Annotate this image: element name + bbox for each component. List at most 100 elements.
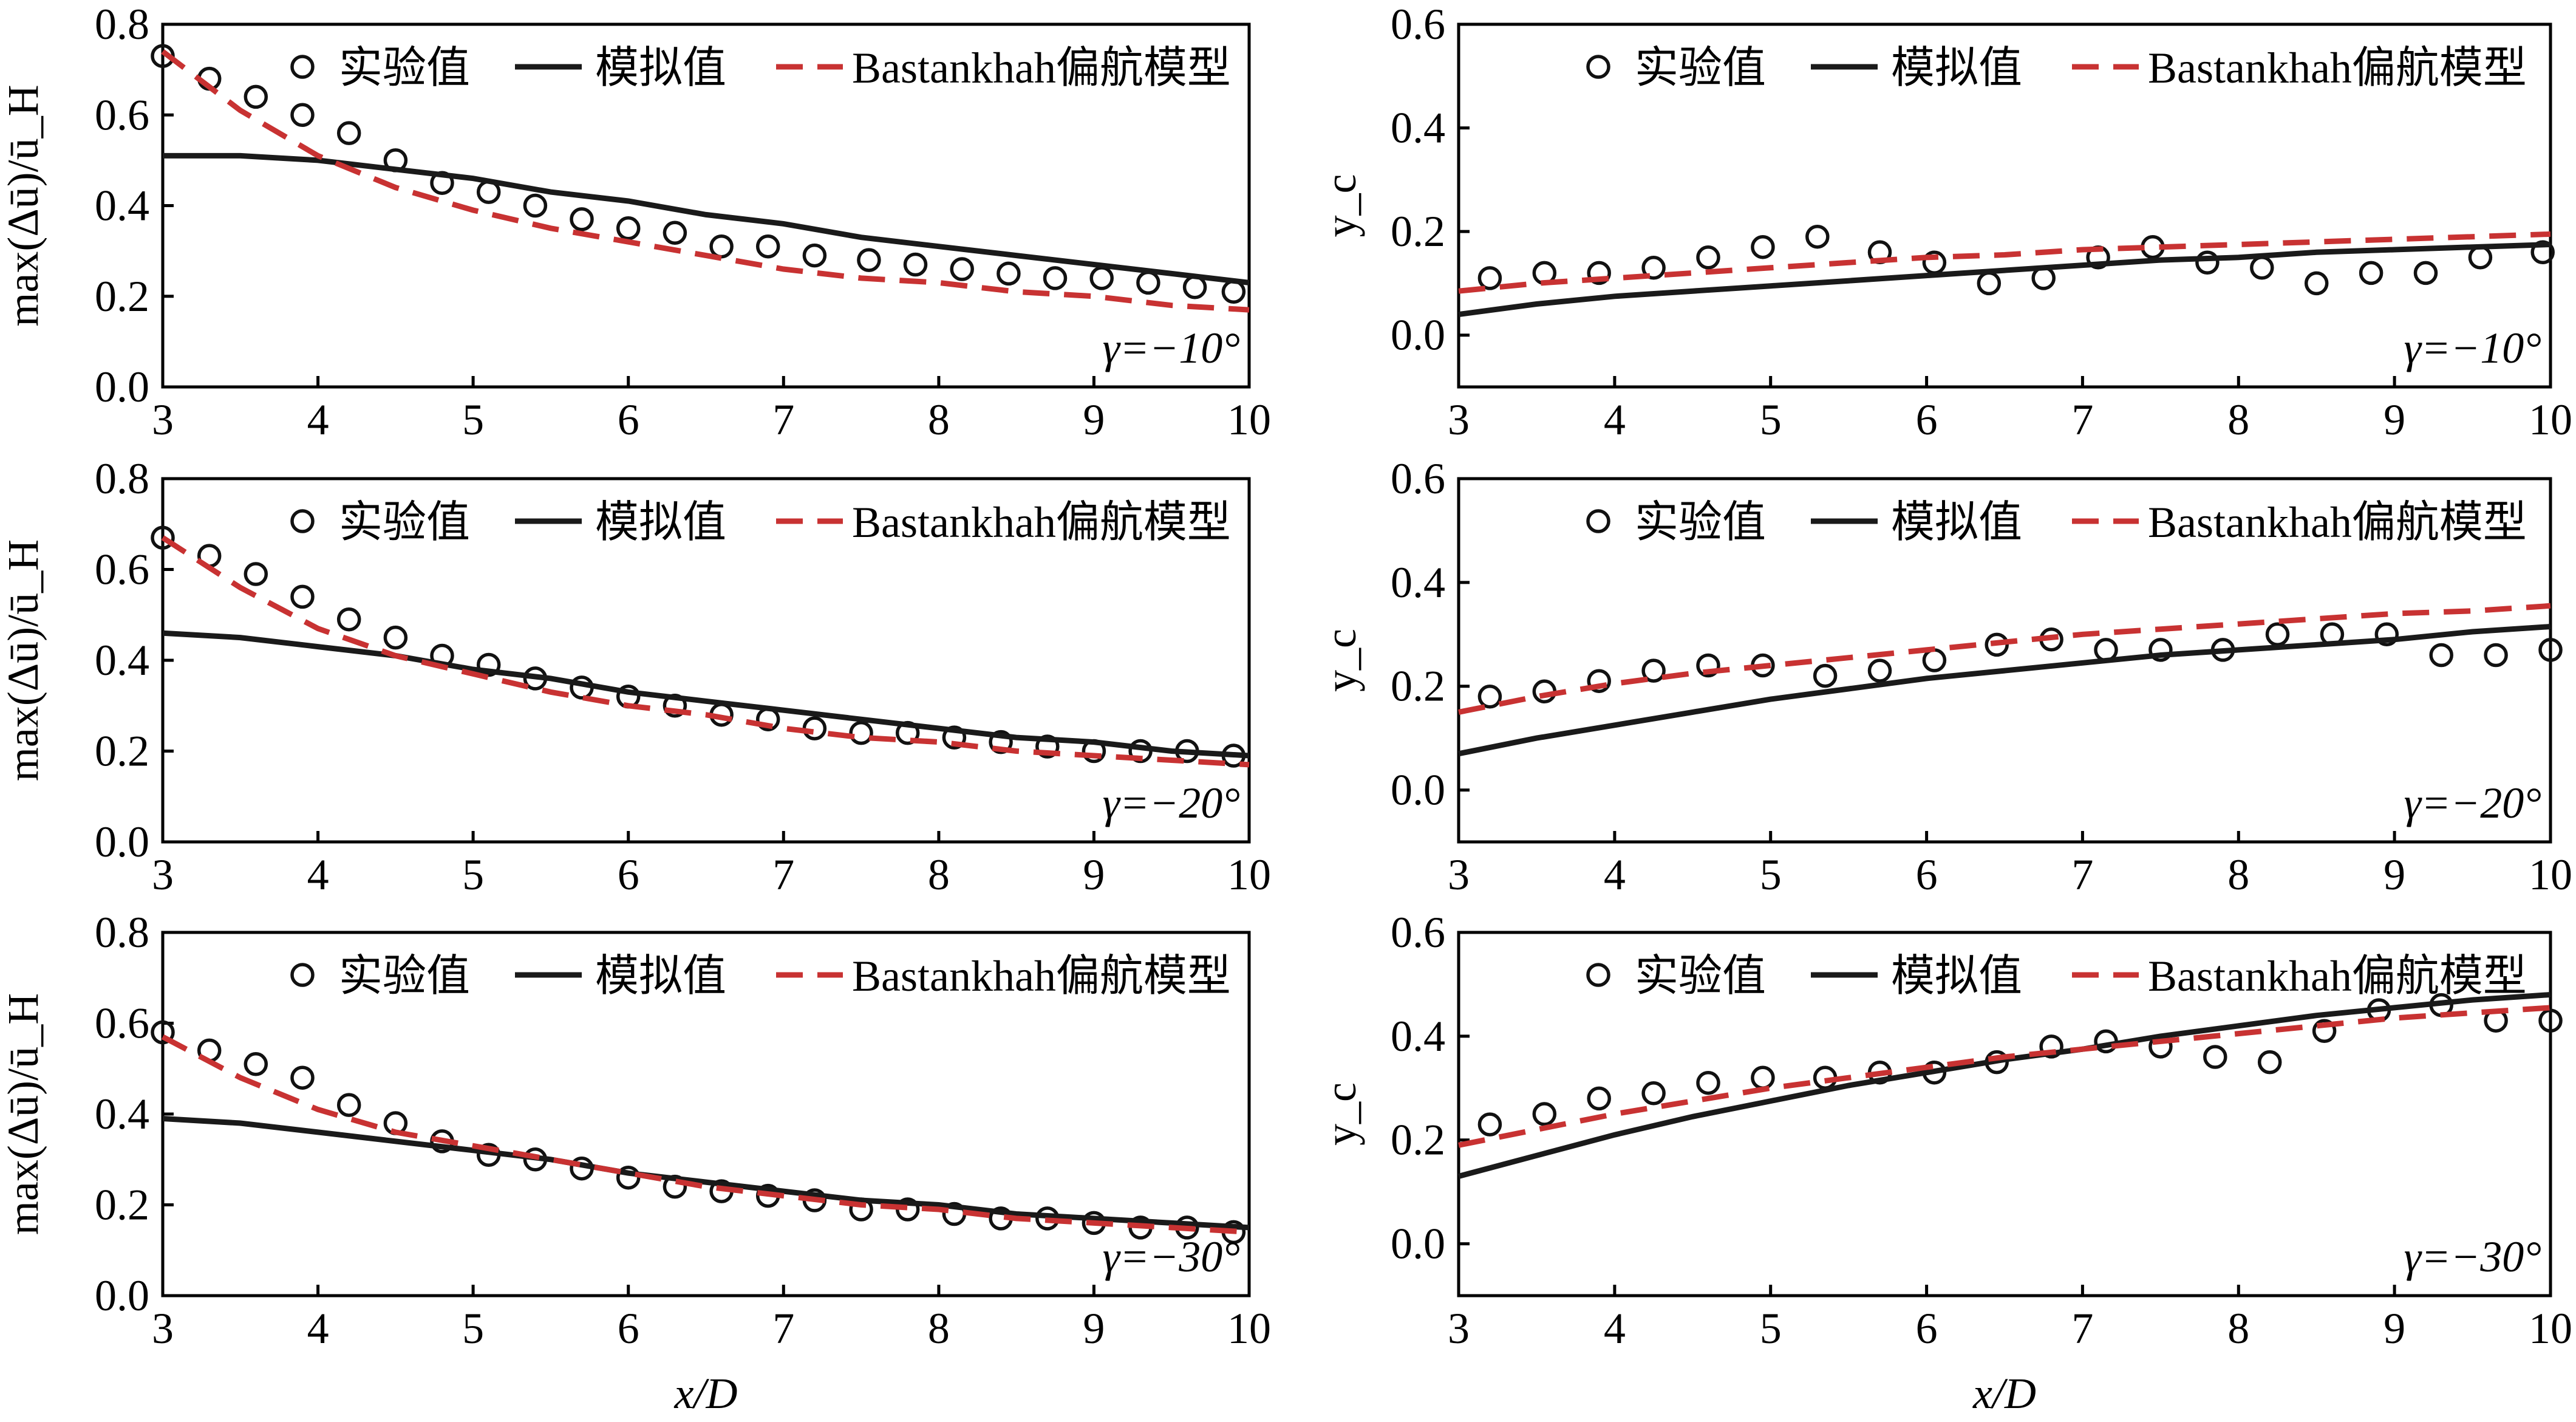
- x-tick-label: 3: [1448, 395, 1470, 444]
- legend-label-simulated: 模拟值: [595, 44, 726, 92]
- chart-panel-5: 3 4 5 6 7 8 9 10 0.0 0.2 0.4 0.6 0.8 max(Δū)/ū_H 实验值 模拟…: [0, 908, 1271, 1353]
- y-tick-label: 0.4: [95, 1090, 149, 1138]
- experimental-point: [2484, 643, 2508, 668]
- x-tick-label: 3: [1448, 1304, 1470, 1353]
- x-tick-label: 3: [152, 1304, 174, 1353]
- y-tick-label: 0.0: [95, 1271, 149, 1320]
- x-tick-label: 6: [1916, 1304, 1938, 1353]
- experimental-point: [244, 562, 268, 586]
- yaw-angle-annotation: γ=−30°: [2404, 1232, 2541, 1281]
- experimental-point: [1867, 658, 1892, 683]
- y-tick-label: 0.8: [95, 454, 149, 503]
- x-tick-label: 4: [307, 395, 329, 444]
- y-axis-label: max(Δū)/ū_H: [0, 84, 47, 326]
- experimental-point: [2374, 622, 2399, 647]
- experimental-point: [1221, 279, 1246, 304]
- legend: 实验值 模拟值 Bastankhah偏航模型: [1586, 498, 2527, 547]
- x-tick-label: 7: [2071, 395, 2093, 444]
- x-tick-label: 6: [1916, 850, 1938, 899]
- experimental-point: [802, 716, 827, 740]
- experimental-point: [476, 652, 501, 677]
- x-tick-label: 7: [772, 850, 794, 899]
- experimental-point: [2538, 638, 2563, 662]
- x-tick-label: 10: [1227, 1304, 1271, 1353]
- experimental-point: [2538, 1008, 2563, 1033]
- legend-experimental-marker: [290, 963, 315, 987]
- legend-experimental-marker: [290, 55, 315, 79]
- experimental-point: [2195, 250, 2220, 275]
- experimental-point: [755, 234, 780, 259]
- experimental-point: [989, 730, 1013, 754]
- experimental-point: [523, 193, 548, 218]
- experimental-point: [1751, 234, 1775, 259]
- y-tick-label: 0.4: [1391, 104, 1445, 152]
- y-axis-label: max(Δū)/ū_H: [0, 539, 47, 781]
- y-tick-label: 0.0: [1391, 1220, 1445, 1268]
- experimental-point: [1587, 261, 1611, 285]
- x-tick-label: 7: [2071, 850, 2093, 899]
- x-tick-label: 8: [2227, 1304, 2249, 1353]
- y-tick-label: 0.6: [95, 545, 149, 594]
- x-tick-label: 7: [772, 395, 794, 444]
- experimental-point: [1136, 270, 1160, 295]
- y-tick-label: 0.0: [1391, 311, 1445, 360]
- x-axis-label-left: x/D: [674, 1369, 738, 1418]
- legend-label-experimental: 实验值: [1635, 44, 1766, 92]
- x-tick-label: 10: [2529, 850, 2572, 899]
- experimental-point: [2250, 256, 2274, 280]
- experimental-point: [1641, 1081, 1666, 1106]
- experimental-point: [2413, 261, 2438, 285]
- x-tick-label: 10: [2529, 395, 2572, 444]
- x-tick-label: 4: [307, 850, 329, 899]
- x-tick-label: 5: [462, 395, 484, 444]
- x-tick-label: 8: [2227, 850, 2249, 899]
- experimental-point: [2257, 1050, 2282, 1075]
- experimental-point: [336, 607, 361, 632]
- simulated-series-line: [162, 1116, 1250, 1231]
- y-tick-label: 0.2: [1391, 662, 1445, 711]
- chart-panel-4: 3 4 5 6 7 8 9 10 0.0 0.2 0.4 0.6 y_c 实验值 模拟值 Bastankhah…: [1317, 454, 2572, 899]
- x-tick-label: 4: [1604, 850, 1626, 899]
- experimental-point: [1089, 266, 1114, 290]
- x-tick-label: 9: [2383, 850, 2405, 899]
- experimental-point: [2429, 643, 2453, 668]
- x-tick-label: 4: [1604, 1304, 1626, 1353]
- model-series-line: [161, 535, 1250, 768]
- simulated-series-line: [1458, 624, 2551, 757]
- x-tick-label: 9: [2383, 1304, 2405, 1353]
- y-tick-label: 0.2: [95, 1181, 149, 1229]
- experimental-point: [151, 525, 175, 550]
- x-tick-label: 6: [618, 395, 639, 444]
- model-series-line: [161, 49, 1250, 313]
- x-tick-label: 10: [1227, 850, 1271, 899]
- x-tick-label: 4: [307, 1304, 329, 1353]
- legend-label-experimental: 实验值: [339, 952, 470, 1000]
- experimental-point: [2265, 622, 2290, 647]
- y-tick-label: 0.0: [95, 363, 149, 411]
- legend-experimental-marker: [1586, 509, 1610, 533]
- experimental-point: [1532, 1102, 1557, 1126]
- x-tick-label: 3: [1448, 850, 1470, 899]
- y-axis-label: y_c: [1317, 174, 1365, 238]
- x-tick-label: 5: [462, 1304, 484, 1353]
- experimental-point: [1477, 266, 1502, 290]
- y-axis-label: max(Δū)/ū_H: [0, 993, 47, 1235]
- experimental-point: [1587, 1086, 1611, 1111]
- legend: 实验值 模拟值 Bastankhah偏航模型: [1586, 44, 2527, 92]
- y-tick-label: 0.2: [95, 727, 149, 776]
- chart-panel-2: 3 4 5 6 7 8 9 10 0.0 0.2 0.4 0.6 y_c 实验值 模拟值 Bastankhah…: [1317, 0, 2572, 444]
- legend-experimental-marker: [1586, 963, 1610, 987]
- legend-label-simulated: 模拟值: [1891, 44, 2022, 92]
- legend-label-model: Bastankhah偏航模型: [2148, 498, 2527, 547]
- experimental-point: [1043, 266, 1068, 290]
- experimental-point: [2359, 261, 2383, 285]
- experimental-point: [942, 725, 967, 750]
- experimental-point: [290, 103, 315, 128]
- legend-label-experimental: 实验值: [339, 498, 470, 547]
- legend-label-experimental: 实验值: [339, 44, 470, 92]
- legend-experimental-marker: [290, 509, 315, 533]
- plot-frame: [1457, 931, 2552, 1297]
- yaw-angle-annotation: γ=−20°: [2404, 779, 2541, 827]
- chart-panel-1: 3 4 5 6 7 8 9 10 0.0 0.2 0.4 0.6 0.8 max(Δū)/ū_H 实验值 模拟…: [0, 0, 1271, 444]
